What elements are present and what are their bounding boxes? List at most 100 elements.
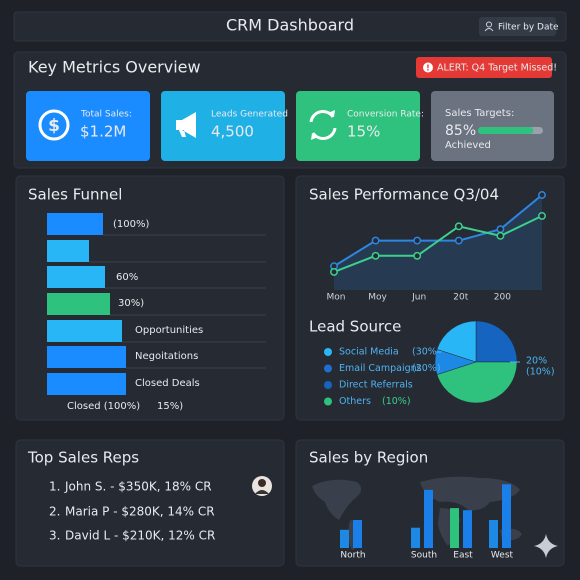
pie-slice bbox=[436, 320, 477, 363]
pie-slice bbox=[436, 361, 518, 404]
funnel-bar bbox=[47, 373, 126, 395]
alert-icon: ! bbox=[426, 64, 430, 73]
card-value: 85% bbox=[445, 123, 476, 139]
dollar-icon: $ bbox=[48, 116, 60, 136]
legend-note: (10%) bbox=[382, 396, 411, 407]
filter-label[interactable]: Filter by Date bbox=[498, 23, 559, 33]
alert-icon bbox=[423, 62, 433, 73]
x-tick-label: 20t bbox=[453, 293, 468, 303]
funnel-title: Sales Funnel bbox=[28, 186, 122, 204]
alert-badge[interactable] bbox=[416, 57, 552, 78]
pie-title: Lead Source bbox=[309, 318, 401, 336]
funnel-label: Negoitations bbox=[135, 351, 198, 362]
metrics-panel bbox=[13, 51, 567, 169]
card-value: 15% bbox=[347, 123, 380, 141]
rep-text: John S. - $350K, 18% CR bbox=[64, 480, 212, 494]
legend-label: Social Media bbox=[339, 347, 399, 358]
legend-note: (20%) bbox=[412, 363, 441, 374]
point bbox=[538, 191, 546, 199]
funnel-label: (100%) bbox=[113, 219, 149, 230]
funnel-bars bbox=[47, 213, 126, 395]
legend-swatch bbox=[324, 364, 332, 373]
bar bbox=[450, 508, 459, 548]
card bbox=[431, 91, 554, 161]
pie-slice bbox=[475, 320, 518, 363]
rep-rank: 2. bbox=[49, 505, 60, 519]
point bbox=[371, 251, 380, 260]
refresh-icon bbox=[311, 110, 335, 140]
legend-label: Email Campaigns bbox=[339, 363, 422, 374]
funnel-label: 60% bbox=[116, 272, 138, 283]
legend-label: Direct Referrals bbox=[339, 380, 413, 391]
reps-panel bbox=[15, 439, 285, 567]
line-title: Sales Performance Q3/04 bbox=[309, 186, 499, 204]
card-label: Conversion Rate: bbox=[347, 110, 424, 120]
dollar-icon bbox=[38, 109, 70, 141]
legend-swatch bbox=[324, 348, 332, 356]
bar bbox=[489, 520, 498, 548]
x-tick-label: Mon bbox=[327, 293, 346, 303]
point bbox=[454, 236, 463, 245]
user-icon bbox=[484, 28, 494, 32]
funnel-label: Closed Deals bbox=[135, 378, 200, 389]
page-title: CRM Dashboard bbox=[226, 16, 354, 35]
line bbox=[333, 214, 543, 273]
legend-note: (30% bbox=[412, 347, 437, 358]
funnel-bar bbox=[47, 240, 89, 262]
avatar bbox=[255, 490, 269, 494]
funnel-footer: Closed (100%) bbox=[67, 401, 140, 412]
card bbox=[161, 91, 285, 161]
x-tick-label: 200 bbox=[494, 293, 511, 303]
pie-annotation: 20% bbox=[526, 356, 547, 367]
bar bbox=[424, 489, 433, 548]
bar bbox=[353, 520, 362, 548]
megaphone-icon bbox=[176, 112, 196, 138]
card bbox=[296, 91, 420, 161]
filter-button[interactable] bbox=[479, 17, 556, 36]
bar-title: Sales by Region bbox=[309, 449, 428, 467]
card-label: Leads Generated bbox=[211, 110, 288, 120]
progress-fill bbox=[478, 127, 534, 134]
card bbox=[26, 91, 150, 161]
funnel-bar bbox=[47, 266, 105, 288]
pie-annotation: (10%) bbox=[526, 367, 555, 378]
bar bbox=[463, 510, 472, 548]
x-tick-label: North bbox=[340, 551, 365, 561]
x-tick-label: South bbox=[411, 551, 437, 561]
x-tick-label: West bbox=[491, 551, 514, 561]
reps-title: Top Sales Reps bbox=[27, 449, 139, 467]
x-tick-label: Jun bbox=[411, 293, 426, 303]
funnel-label: Opportunities bbox=[135, 325, 203, 336]
point bbox=[538, 211, 546, 220]
funnel-guides bbox=[89, 234, 266, 369]
point bbox=[371, 236, 380, 245]
card-note: Achieved bbox=[445, 140, 491, 151]
funnel-footer: 15%) bbox=[157, 401, 183, 412]
alert-text: ALERT: Q4 Target Missed! bbox=[437, 63, 557, 74]
legend-swatch bbox=[324, 397, 332, 406]
sparkle-icon bbox=[534, 534, 558, 558]
metrics-title: Key Metrics Overview bbox=[28, 58, 201, 77]
x-tick-label: East bbox=[453, 551, 473, 561]
legend-label: Others bbox=[339, 396, 371, 407]
point bbox=[330, 268, 338, 276]
header-bar bbox=[13, 11, 567, 42]
point bbox=[454, 222, 463, 231]
bar bbox=[340, 529, 349, 548]
point bbox=[496, 225, 505, 234]
point bbox=[413, 251, 422, 260]
funnel-label: 30%) bbox=[118, 298, 144, 309]
rep-text: David L - $210K, 12% CR bbox=[65, 529, 215, 543]
rep-text: Maria P - $280K, 14% CR bbox=[65, 505, 215, 519]
avatar bbox=[258, 479, 266, 487]
bar bbox=[502, 484, 511, 548]
rep-rank: 3. bbox=[49, 529, 60, 543]
continent bbox=[420, 476, 520, 511]
x-tick-label: Moy bbox=[368, 293, 387, 303]
card-value: 4,500 bbox=[211, 123, 254, 141]
point bbox=[413, 236, 422, 245]
bar bbox=[411, 527, 420, 548]
funnel-bar bbox=[47, 320, 122, 342]
funnel-bar bbox=[47, 346, 126, 368]
